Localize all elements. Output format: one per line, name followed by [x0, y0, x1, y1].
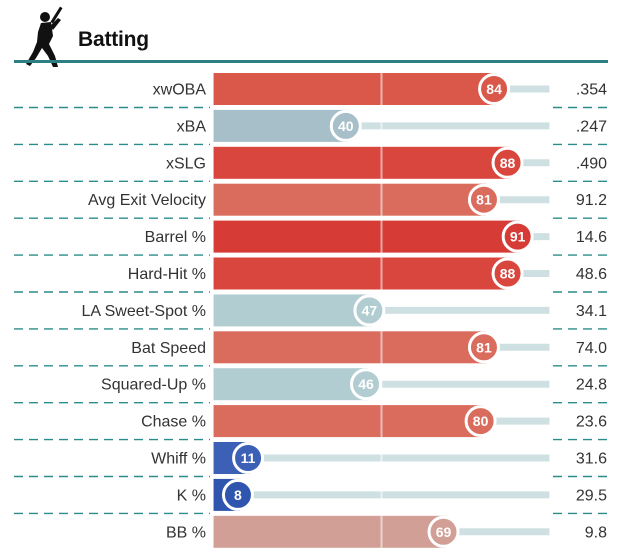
- category-label: K %: [177, 487, 206, 504]
- section-header: Batting: [0, 0, 628, 68]
- percentile-marker: [353, 294, 386, 327]
- percentile-marker: [491, 146, 524, 179]
- bar: [213, 331, 486, 364]
- bar: [213, 146, 510, 179]
- bar: [213, 294, 372, 327]
- percentile-label: 46: [358, 376, 374, 392]
- percentile-marker: [329, 109, 362, 142]
- stat-value: 23.6: [576, 414, 607, 431]
- stat-value: 29.5: [576, 487, 607, 504]
- stat-value: 24.8: [576, 377, 607, 394]
- stat-value: 34.1: [576, 303, 607, 320]
- stat-value: 31.6: [576, 451, 607, 468]
- percentile-marker: [491, 257, 524, 290]
- percentile-marker: [467, 183, 500, 216]
- bar: [213, 73, 497, 105]
- header-divider: [14, 60, 608, 63]
- category-label: xBA: [177, 118, 207, 135]
- percentile-marker: [464, 405, 497, 438]
- category-label: LA Sweet-Spot %: [81, 303, 206, 320]
- percentile-marker: [350, 368, 383, 401]
- batter-icon: [26, 6, 63, 67]
- percentile-label: 8: [234, 487, 242, 503]
- percentile-label: 91: [510, 229, 526, 245]
- category-label: Avg Exit Velocity: [88, 192, 206, 209]
- percentile-label: 80: [473, 413, 489, 429]
- category-label: BB %: [166, 524, 206, 541]
- percentile-label: 69: [436, 524, 452, 540]
- category-label: Chase %: [141, 414, 206, 431]
- stat-value: 9.8: [585, 524, 607, 541]
- percentile-marker: [427, 515, 460, 548]
- stat-value: .354: [576, 82, 607, 99]
- percentile-marker: [501, 220, 534, 253]
- percentile-marker: [232, 442, 265, 474]
- percentile-label: 81: [476, 192, 492, 208]
- percentile-label: 88: [500, 155, 516, 171]
- percentile-marker: [467, 331, 500, 364]
- stat-value: 14.6: [576, 229, 607, 246]
- category-label: Bat Speed: [131, 340, 206, 357]
- category-label: Barrel %: [145, 229, 206, 246]
- bar: [213, 257, 510, 290]
- bar: [213, 109, 348, 142]
- percentile-label: 47: [362, 302, 378, 318]
- bar: [213, 368, 369, 401]
- category-label: Hard-Hit %: [128, 266, 206, 283]
- stat-value: 48.6: [576, 266, 607, 283]
- percentile-label: 84: [486, 81, 502, 97]
- stat-value: .247: [576, 118, 607, 135]
- percentile-label: 88: [500, 266, 516, 282]
- stat-value: .490: [576, 155, 607, 172]
- category-label: xSLG: [166, 155, 206, 172]
- percentile-marker: [478, 73, 511, 105]
- bar: [213, 183, 486, 216]
- section-title: Batting: [78, 28, 149, 51]
- category-label: Squared-Up %: [101, 377, 206, 394]
- stat-value: 74.0: [576, 340, 607, 357]
- category-label: xwOBA: [153, 82, 207, 99]
- percentile-label: 40: [338, 118, 354, 134]
- percentile-marker: [221, 478, 254, 511]
- bar: [213, 220, 520, 253]
- stat-value: 91.2: [576, 192, 607, 209]
- bar: [213, 405, 483, 438]
- percentile-label: 81: [476, 339, 492, 355]
- percentile-label: 11: [241, 450, 256, 466]
- category-label: Whiff %: [151, 451, 206, 468]
- bar: [213, 515, 446, 548]
